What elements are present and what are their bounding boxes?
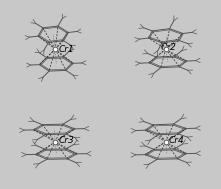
Text: Cr1: Cr1: [58, 45, 74, 54]
Text: Cr2: Cr2: [161, 43, 176, 52]
Text: Cr4: Cr4: [169, 136, 185, 145]
Text: Cr3: Cr3: [59, 136, 75, 145]
